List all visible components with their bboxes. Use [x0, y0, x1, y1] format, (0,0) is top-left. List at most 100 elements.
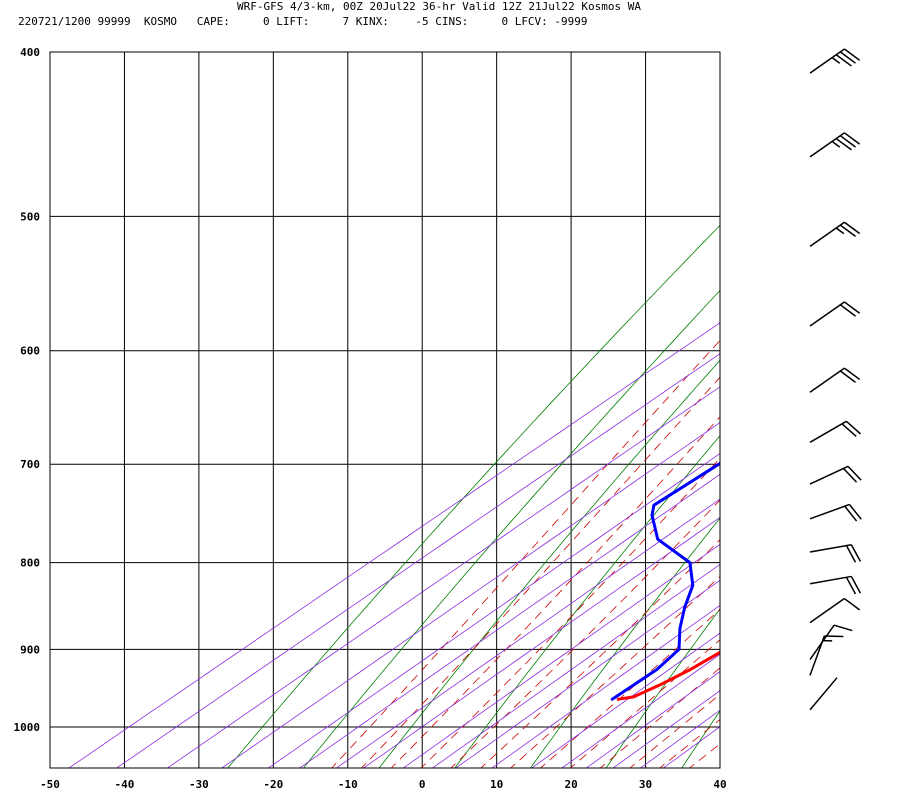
mixing-ratio-line — [267, 453, 720, 768]
wind-barb-shaft — [809, 221, 845, 247]
wind-barb-shaft — [809, 575, 852, 585]
pressure-tick-label: 600 — [20, 345, 40, 358]
mixing-ratio-line — [298, 473, 720, 768]
dry-adiabat — [378, 359, 720, 768]
wind-barb-feather — [839, 51, 856, 64]
wind-barb — [809, 301, 861, 327]
mixing-ratio-line — [531, 632, 720, 768]
wind-barb — [809, 503, 862, 522]
wind-barb — [809, 221, 861, 247]
wind-barb-feather — [835, 54, 852, 67]
pressure-tick-label: 700 — [20, 458, 40, 471]
mixing-ratio-line — [612, 690, 720, 768]
wind-barb — [809, 367, 861, 393]
pressure-tick-label: 800 — [20, 557, 40, 570]
pressure-temperature-grid — [49, 51, 721, 768]
moist-adiabat — [510, 575, 720, 768]
wind-barb-feather — [850, 544, 862, 562]
wind-barb-feather — [841, 423, 857, 437]
wind-barb-feather — [833, 624, 853, 632]
dry-adiabat — [454, 435, 720, 768]
moist-adiabat — [659, 719, 720, 768]
pressure-axis-labels: 400 500 600 700 800 900 1000 — [14, 46, 41, 734]
dry-adiabat — [832, 14, 900, 770]
wind-barb-shaft — [809, 677, 838, 711]
temperature-tick-label: -20 — [263, 778, 283, 791]
wind-barb-feather — [845, 420, 862, 435]
wind-barb-feather — [847, 465, 862, 481]
temperature-axis-labels: -50 -40 -30 -20 -10 0 10 20 30 40 — [40, 778, 727, 791]
temperature-tick-label: 30 — [639, 778, 652, 791]
wind-barb — [809, 677, 838, 711]
wind-barb-feather — [848, 504, 862, 520]
dry-adiabat — [529, 517, 720, 768]
dry-adiabat — [605, 608, 720, 768]
wind-barb — [809, 465, 862, 485]
wind-barb — [809, 624, 853, 661]
pressure-tick-label: 500 — [20, 210, 40, 223]
mixing-ratio-line — [335, 498, 720, 768]
wind-barb-feather — [845, 576, 857, 595]
temperature-tick-label: 0 — [419, 778, 426, 791]
moist-adiabat — [599, 667, 720, 768]
moist-adiabat — [569, 639, 720, 768]
mixing-ratio-line — [455, 579, 720, 768]
wind-barbs — [809, 48, 862, 711]
chart-header-line2: 220721/1200 99999 KOSMO CAPE: 0 LIFT: 7 … — [18, 15, 588, 28]
moist-adiabat — [390, 416, 720, 768]
dry-adiabat — [227, 224, 720, 768]
wind-barb-shaft — [809, 367, 845, 393]
wind-barb-shaft — [809, 597, 845, 624]
wind-barb — [809, 597, 861, 624]
wind-barb-feather — [835, 137, 852, 151]
wind-barb-feather — [843, 48, 861, 61]
background-lines — [68, 14, 900, 770]
mixing-ratio-line — [639, 709, 720, 768]
temperature-tick-label: -40 — [115, 778, 135, 791]
temperature-tick-label: 10 — [490, 778, 503, 791]
wind-barb-feather — [850, 576, 862, 594]
wind-barb-feather — [842, 467, 858, 483]
wind-barb-feather — [843, 301, 861, 314]
moist-adiabat — [629, 693, 720, 768]
wind-barb-feather — [843, 367, 861, 381]
temperature-tick-label: 40 — [713, 778, 726, 791]
moist-adiabat — [420, 457, 720, 768]
mixing-ratio-line — [585, 671, 720, 768]
sounding-profiles — [610, 461, 720, 701]
dry-adiabat — [303, 289, 720, 768]
wind-barb-feather — [839, 304, 856, 317]
mixing-ratio-line — [491, 604, 720, 768]
wind-barb-half-feather — [831, 57, 841, 64]
wind-barb-feather — [839, 370, 856, 383]
wind-barb-half-feather — [835, 227, 845, 235]
mixing-ratio-line — [115, 353, 720, 768]
temperature-tick-label: -10 — [338, 778, 358, 791]
mixing-ratio-line — [662, 726, 720, 768]
wind-barb — [809, 543, 862, 563]
mixing-ratio-line — [561, 653, 720, 768]
wind-barb-feather — [845, 545, 857, 563]
moist-adiabat — [718, 767, 720, 768]
plot-frame — [49, 51, 721, 769]
dewpoint-profile-line — [610, 461, 720, 701]
temperature-tick-label: -50 — [40, 778, 60, 791]
moist-adiabat — [747, 14, 900, 770]
wind-barb-feather — [844, 505, 858, 522]
pressure-tick-label: 400 — [20, 46, 40, 59]
wind-barb-shaft — [809, 543, 852, 553]
wind-barb-feather — [843, 132, 861, 145]
moist-adiabat — [539, 608, 720, 768]
mixing-ratio-line — [166, 386, 720, 768]
temperature-tick-label: 20 — [564, 778, 577, 791]
wind-barb-feather — [843, 221, 861, 235]
wind-barb — [809, 635, 844, 676]
dry-adiabat — [756, 14, 900, 770]
moist-adiabat — [688, 743, 720, 768]
wind-barb-feather — [824, 635, 844, 638]
mixing-ratio-line — [431, 563, 720, 768]
wind-barb-shaft — [809, 635, 826, 676]
moist-adiabat — [331, 339, 720, 768]
temperature-profile-line — [616, 650, 720, 701]
moist-adiabat — [480, 539, 720, 768]
